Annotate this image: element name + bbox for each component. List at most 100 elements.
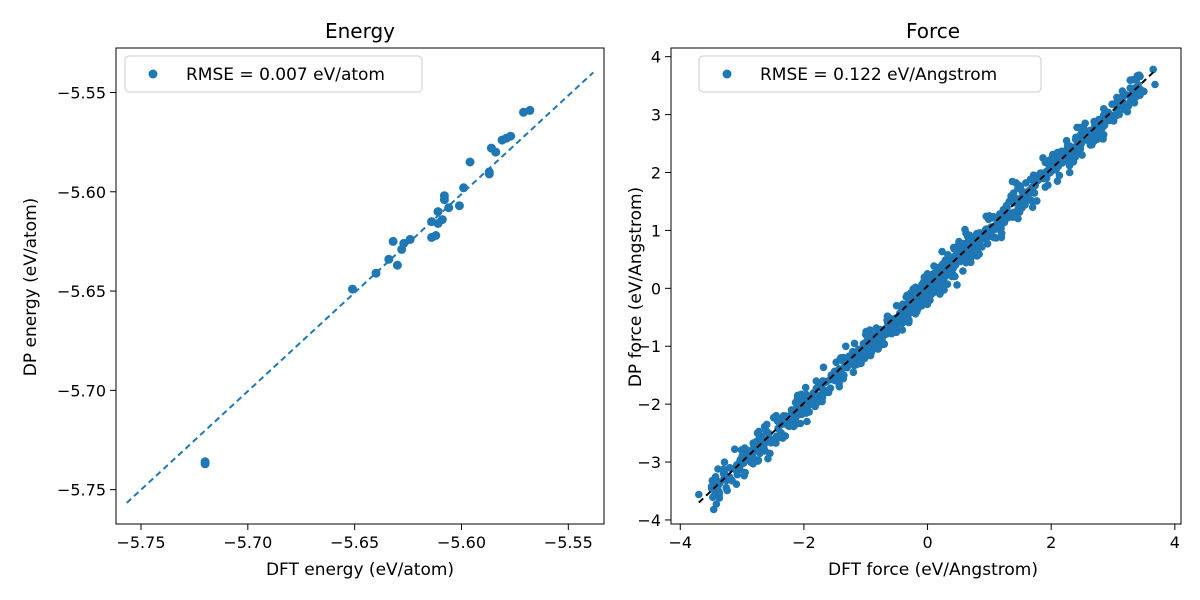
force-data-point xyxy=(850,361,859,370)
force-data-point xyxy=(800,395,808,404)
force-data-point xyxy=(744,446,753,455)
energy-legend-box xyxy=(124,55,423,93)
energy-data-point xyxy=(399,238,409,248)
force-data-point xyxy=(1002,201,1011,210)
force-data-point xyxy=(849,368,858,377)
force-data-point xyxy=(874,345,882,353)
force-data-point xyxy=(936,290,944,298)
force-data-point xyxy=(1009,213,1017,221)
force-data-point xyxy=(1112,99,1120,107)
force-data-point xyxy=(1028,203,1037,211)
force-data-point xyxy=(958,251,966,260)
force-data-point xyxy=(811,402,819,411)
energy-data-point xyxy=(465,157,475,167)
force-data-point xyxy=(965,231,974,240)
force-data-point xyxy=(709,493,717,502)
force-data-point xyxy=(850,339,859,348)
force-legend-box xyxy=(698,55,1042,93)
force-data-point xyxy=(930,262,938,270)
force-data-point xyxy=(953,281,961,289)
energy-data-point xyxy=(384,254,394,264)
force-title: Force xyxy=(906,19,960,43)
force-data-point xyxy=(824,388,833,397)
force-data-point xyxy=(865,348,873,356)
force-axes-frame xyxy=(670,47,1182,525)
force-data-point xyxy=(905,316,913,325)
force-data-point xyxy=(1133,90,1142,99)
force-data-point xyxy=(1044,181,1052,189)
force-data-point xyxy=(741,468,749,477)
force-data-point xyxy=(812,377,821,385)
force-data-point xyxy=(750,441,758,450)
force-data-point xyxy=(967,258,975,267)
energy-data-point xyxy=(484,169,494,179)
force-data-point xyxy=(767,439,775,447)
force-y-tick-label: −2 xyxy=(637,395,661,414)
energy-axes-frame xyxy=(115,47,605,525)
force-data-point xyxy=(1078,151,1086,159)
force-data-point xyxy=(1055,171,1064,180)
force-data-point xyxy=(954,241,963,249)
energy-x-tick-label: −5.75 xyxy=(116,533,165,552)
force-data-point xyxy=(1127,96,1136,104)
force-data-point xyxy=(728,476,736,485)
force-data-point xyxy=(798,410,806,419)
force-data-point xyxy=(1020,188,1029,196)
force-data-point xyxy=(1149,65,1157,74)
force-data-point xyxy=(1062,136,1071,145)
force-panel: Force −4 −2 0 2 4 −4 −3 xyxy=(626,19,1182,580)
energy-data-point xyxy=(525,105,535,115)
energy-legend-marker xyxy=(148,69,158,79)
energy-data-point xyxy=(444,203,454,213)
energy-title: Energy xyxy=(325,19,395,43)
force-data-point xyxy=(793,391,802,400)
force-data-point xyxy=(1084,136,1093,145)
force-data-point xyxy=(1033,197,1041,205)
force-data-point xyxy=(1140,87,1148,96)
energy-data-point xyxy=(433,207,443,217)
force-data-point xyxy=(959,267,967,275)
force-data-point xyxy=(1053,177,1062,185)
energy-y-tick-label: −5.65 xyxy=(57,282,106,301)
energy-data-point xyxy=(437,215,447,225)
force-legend-marker xyxy=(722,69,732,79)
force-data-point xyxy=(837,354,845,362)
energy-data-point xyxy=(392,260,402,270)
energy-data-point xyxy=(454,201,464,211)
force-data-point xyxy=(1027,196,1035,205)
force-data-point xyxy=(780,420,788,428)
force-data-point xyxy=(887,323,895,332)
energy-y-tick-label: −5.70 xyxy=(57,381,106,400)
force-data-point xyxy=(711,473,720,481)
force-data-point xyxy=(1090,117,1098,126)
energy-y-axis-label: DP energy (eV/atom) xyxy=(21,198,41,377)
energy-x-axis-label: DFT energy (eV/atom) xyxy=(266,560,454,580)
force-data-point xyxy=(800,404,809,413)
force-data-point xyxy=(1077,130,1085,138)
force-data-point xyxy=(946,271,955,280)
force-data-point xyxy=(1066,145,1074,153)
force-data-point xyxy=(1099,105,1108,113)
force-data-point xyxy=(983,240,992,248)
force-data-point xyxy=(1096,134,1105,142)
force-y-tick-label: −4 xyxy=(637,511,661,530)
force-data-point xyxy=(819,363,828,372)
energy-legend-label: RMSE = 0.007 eV/atom xyxy=(186,65,385,85)
force-data-point xyxy=(922,292,930,300)
force-y-tick-label: 1 xyxy=(651,221,661,240)
force-data-point xyxy=(1008,177,1017,186)
force-data-point xyxy=(923,270,932,278)
energy-data-point xyxy=(459,183,469,193)
energy-data-point xyxy=(405,234,415,244)
force-data-point xyxy=(1065,161,1074,170)
force-data-point xyxy=(714,465,722,473)
force-data-point xyxy=(695,490,703,499)
force-legend-label: RMSE = 0.122 eV/Angstrom xyxy=(760,65,997,85)
energy-data-point xyxy=(431,231,441,240)
force-data-point xyxy=(803,417,811,426)
force-data-point xyxy=(1151,80,1159,89)
force-data-point xyxy=(730,445,739,454)
force-y-axis-label: DP force (eV/Angstrom) xyxy=(626,187,646,387)
force-data-point xyxy=(835,382,844,391)
